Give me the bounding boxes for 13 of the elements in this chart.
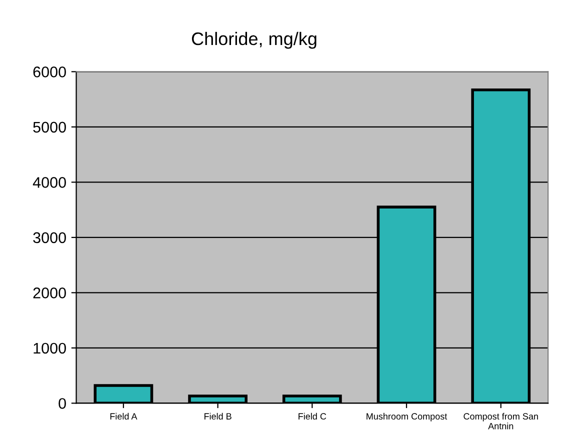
y-tick-label: 1000 bbox=[34, 342, 66, 354]
x-tick-label: Mushroom Compost bbox=[366, 412, 448, 422]
y-tick-label: 4000 bbox=[32, 177, 66, 188]
x-tick-label: Field A bbox=[110, 412, 138, 420]
y-tick-label: 6000 bbox=[33, 66, 66, 78]
y-tick-label: 5000 bbox=[33, 122, 66, 133]
y-tick-label: 0 bbox=[58, 398, 66, 409]
y-tick-label: 3000 bbox=[33, 232, 66, 244]
x-tick-label: Field C bbox=[298, 412, 326, 420]
x-tick-label: Field B bbox=[204, 412, 232, 420]
x-tick-label: Compost from San Antnin bbox=[464, 412, 538, 430]
y-tick-label: 2000 bbox=[33, 288, 66, 298]
chart-title: Chloride, mg/kg bbox=[192, 32, 316, 49]
